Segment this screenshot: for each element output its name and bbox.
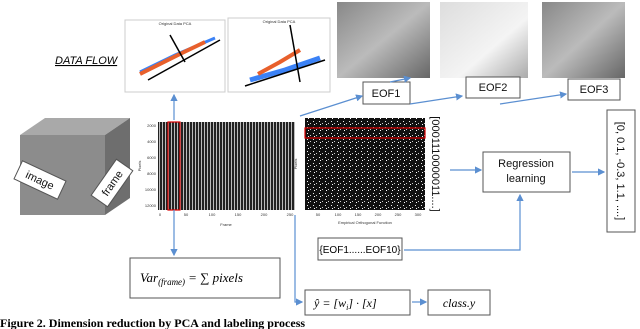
tick-label: 4000 — [147, 139, 157, 144]
eof-plot: Pixels Empirical Orthogonal Function 50 1… — [293, 118, 426, 225]
tick-label: 100 — [335, 212, 342, 217]
eof-image — [337, 2, 430, 78]
binary-vector: [0001110000011....] — [429, 116, 441, 211]
tick-label: 200 — [375, 212, 382, 217]
x-label: Empirical Orthogonal Function — [338, 220, 392, 225]
tick-label: 150 — [355, 212, 362, 217]
prediction-box — [304, 289, 411, 316]
arrows — [170, 75, 606, 306]
tick-label: 250 — [287, 212, 294, 217]
tick-label: 200 — [261, 212, 268, 217]
tick-label: 6000 — [147, 155, 157, 160]
prediction-formula: ŷ = [wi] · [x] — [313, 296, 377, 312]
tick-label: 150 — [235, 212, 242, 217]
cube-label-box: image — [13, 160, 67, 200]
tick-label: 12000 — [145, 203, 157, 208]
class-label: class.y — [443, 296, 476, 310]
tick-label: 300 — [415, 212, 422, 217]
regression-label: Regression learning — [498, 158, 554, 185]
regression-box — [482, 151, 571, 193]
caption: Figure 2. Dimension reduction by PCA and… — [0, 316, 305, 329]
eof-image — [440, 2, 528, 78]
regression-label-line: learning — [506, 173, 545, 185]
output-box — [606, 109, 636, 233]
tick-label: 8000 — [147, 171, 157, 176]
eof-box — [567, 78, 621, 101]
y-label: Pixels — [293, 159, 298, 170]
tick-label: 100 — [209, 212, 216, 217]
scatter-plot: Original Data PCA — [124, 19, 226, 93]
eof-label: EOF2 — [479, 82, 508, 94]
scatter-plot: Original Data PCA — [227, 17, 331, 93]
tick-label: 10000 — [145, 187, 157, 192]
x-label: Frame — [220, 222, 232, 227]
y-label: Pixels — [137, 161, 142, 172]
tick-label: 0 — [159, 212, 162, 217]
eof-box — [362, 81, 411, 105]
tick-label: 50 — [316, 212, 321, 217]
frame-plot: Pixels Frame 2000 4000 6000 8000 10000 120000… — [137, 121, 295, 227]
tick-label: 50 — [184, 212, 189, 217]
scatter-title: Original Data PCA — [263, 19, 296, 24]
output-vector: [0, 0.1, -0.3, 1.1, ....] — [614, 122, 626, 220]
data-flow-title: DATA FLOW — [55, 55, 119, 67]
tick-label: 2000 — [147, 123, 157, 128]
eof-box — [465, 76, 521, 99]
variance-box — [129, 257, 281, 299]
eof-label: EOF3 — [580, 84, 609, 96]
eof-label: EOF1 — [372, 88, 401, 100]
scatter-title: Original Data PCA — [159, 21, 192, 26]
eof-image — [542, 2, 625, 78]
eof-set: {EOF1......EOF10} — [319, 245, 401, 256]
eof-set-box — [317, 237, 403, 261]
variance-formula: Var(frame) = ∑ pixels — [140, 270, 243, 287]
tick-label: 250 — [395, 212, 402, 217]
class-box — [427, 289, 491, 316]
